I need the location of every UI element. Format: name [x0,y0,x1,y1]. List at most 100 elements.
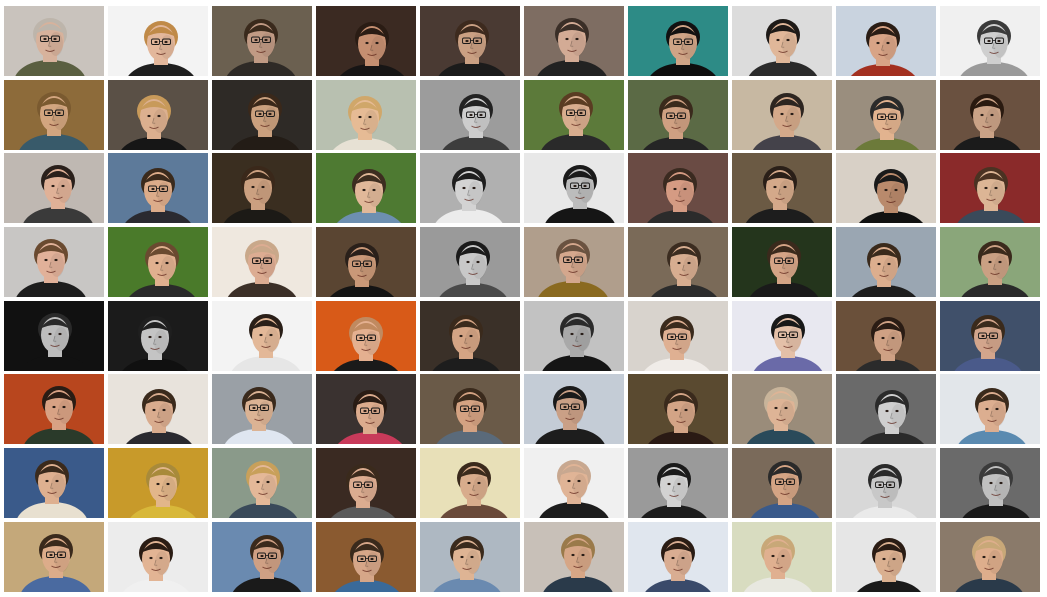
avatar-tile[interactable] [628,6,728,76]
avatar-tile[interactable] [940,521,1040,592]
avatar-tile[interactable] [108,300,208,371]
avatar-tile[interactable] [940,227,1040,298]
avatar-tile[interactable] [732,6,832,76]
avatar-tile[interactable] [420,374,520,445]
avatar-tile[interactable] [420,521,520,592]
shirt [749,282,819,298]
hair-fringe [665,174,695,185]
avatar-tile[interactable] [524,79,624,150]
avatar-portrait [4,227,104,298]
avatar-tile[interactable] [316,6,416,76]
avatar-tile[interactable] [940,153,1040,224]
avatar-tile[interactable] [732,79,832,150]
eye [165,261,169,265]
avatar-tile[interactable] [524,448,624,519]
avatar-tile[interactable] [628,374,728,445]
avatar-tile[interactable] [316,300,416,371]
avatar-tile[interactable] [524,6,624,76]
avatar-tile[interactable] [212,374,312,445]
avatar-tile[interactable] [940,448,1040,519]
hair-fringe [146,27,176,37]
avatar-tile[interactable] [4,448,104,519]
eye [565,37,569,41]
avatar-tile[interactable] [836,448,936,519]
face [869,26,897,62]
avatar-tile[interactable] [628,79,728,150]
avatar-tile[interactable] [212,300,312,371]
avatar-tile[interactable] [4,521,104,592]
avatar-tile[interactable] [836,6,936,76]
avatar-tile[interactable] [108,227,208,298]
face [560,464,588,501]
avatar-tile[interactable] [212,6,312,76]
avatar-tile[interactable] [732,300,832,371]
avatar-tile[interactable] [108,153,208,224]
avatar-tile[interactable] [940,300,1040,371]
avatar-tile[interactable] [420,300,520,371]
avatar-tile[interactable] [524,521,624,592]
avatar-tile[interactable] [628,521,728,592]
avatar-tile[interactable] [4,227,104,298]
hair-fringe [352,543,382,554]
avatar-tile[interactable] [420,153,520,224]
avatar-tile[interactable] [732,227,832,298]
avatar-tile[interactable] [316,153,416,224]
face [42,537,70,574]
mouth [886,200,896,204]
avatar-tile[interactable] [108,448,208,519]
avatar-tile[interactable] [4,374,104,445]
avatar-tile[interactable] [4,153,104,224]
avatar-tile[interactable] [628,300,728,371]
avatar-tile[interactable] [420,448,520,519]
avatar-tile[interactable] [316,227,416,298]
avatar-tile[interactable] [524,300,624,371]
avatar-tile[interactable] [212,521,312,592]
avatar-tile[interactable] [212,448,312,519]
avatar-tile[interactable] [628,153,728,224]
avatar-tile[interactable] [212,227,312,298]
avatar-tile[interactable] [4,6,104,76]
avatar-tile[interactable] [732,374,832,445]
avatar-tile[interactable] [108,6,208,76]
avatar-tile[interactable] [836,300,936,371]
avatar-tile[interactable] [524,153,624,224]
avatar-tile[interactable] [4,300,104,371]
nose [780,41,785,48]
avatar-tile[interactable] [108,521,208,592]
avatar-tile[interactable] [836,521,936,592]
avatar-tile[interactable] [316,521,416,592]
avatar-tile[interactable] [836,374,936,445]
face [145,393,173,430]
avatar-tile[interactable] [316,79,416,150]
avatar-tile[interactable] [212,153,312,224]
hair-fringe [244,393,274,404]
avatar-tile[interactable] [628,227,728,298]
avatar-tile[interactable] [524,227,624,298]
avatar-tile[interactable] [108,79,208,150]
avatar-tile[interactable] [420,79,520,150]
avatar-tile[interactable] [108,374,208,445]
avatar-tile[interactable] [836,227,936,298]
avatar-tile[interactable] [420,227,520,298]
avatar-tile[interactable] [732,153,832,224]
shirt [953,135,1021,150]
avatar-tile[interactable] [420,6,520,76]
mouth [673,568,683,571]
avatar-tile[interactable] [628,448,728,519]
avatar-tile[interactable] [940,374,1040,445]
avatar-tile[interactable] [212,79,312,150]
avatar-portrait [420,79,520,150]
avatar-tile[interactable] [732,448,832,519]
avatar-tile[interactable] [316,374,416,445]
avatar-tile[interactable] [836,79,936,150]
avatar-tile[interactable] [940,6,1040,76]
avatar-tile[interactable] [732,521,832,592]
avatar-tile[interactable] [524,374,624,445]
avatar-tile[interactable] [836,153,936,224]
avatar-portrait [108,153,208,224]
avatar-tile[interactable] [940,79,1040,150]
face [774,317,802,354]
avatar-tile[interactable] [4,79,104,150]
face [141,319,169,356]
avatar-tile[interactable] [316,448,416,519]
